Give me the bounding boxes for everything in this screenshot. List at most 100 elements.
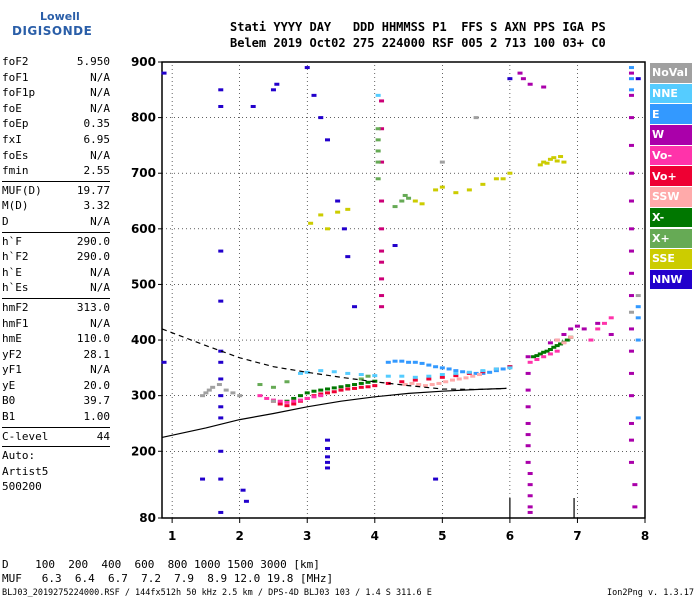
param-label: foEs (2, 148, 29, 162)
echo-point (325, 387, 331, 391)
echo-point (375, 127, 381, 131)
footer-info: BLJ03_2019275224000.RSF / 144fx512h 50 k… (2, 588, 432, 598)
x-tick-label: 2 (236, 529, 244, 543)
echo-point (628, 66, 634, 70)
x-tick-label: 5 (438, 529, 446, 543)
echo-point (379, 199, 385, 203)
legend-item: X- (650, 207, 692, 228)
echo-point (449, 378, 455, 382)
echo-point (375, 160, 381, 164)
echo-point (399, 199, 405, 203)
echo-point (527, 483, 533, 487)
param-value: 28.1 (83, 347, 111, 361)
echo-point (325, 227, 331, 231)
echo-point (628, 421, 634, 425)
param-label: h`F2 (2, 250, 29, 264)
echo-point (379, 305, 385, 309)
echo-point (507, 366, 513, 370)
echo-point (554, 159, 560, 163)
param-value: N/A (90, 363, 110, 377)
echo-point (218, 449, 224, 453)
echo-point (525, 371, 531, 375)
x-tick-label: 6 (506, 529, 514, 543)
echo-point (439, 185, 445, 189)
param-value: 44 (96, 429, 110, 443)
echo-point (608, 316, 614, 320)
echo-point (325, 466, 331, 470)
echo-point (628, 327, 634, 331)
param-row: Auto: (2, 449, 110, 465)
echo-point (520, 77, 526, 81)
echo-point (547, 341, 553, 345)
legend-item: E (650, 104, 692, 124)
echo-point (161, 360, 167, 364)
echo-point (635, 416, 641, 420)
echo-point (537, 352, 543, 356)
echo-point (628, 77, 634, 81)
version-label: Ion2Png v. 1.3.17 (607, 588, 694, 598)
echo-point (304, 370, 310, 374)
echo-point (358, 373, 364, 377)
echo-point (379, 260, 385, 264)
echo-point (443, 380, 449, 384)
echo-point (318, 388, 324, 392)
echo-point (311, 93, 317, 97)
param-row: foEp 0.35 (2, 117, 110, 133)
param-value: 6.95 (83, 132, 111, 146)
echo-point (541, 85, 547, 89)
echo-point (406, 360, 412, 364)
echo-point (297, 394, 303, 398)
echo-point (487, 370, 493, 374)
echo-point (525, 433, 531, 437)
y-tick-label: 200 (131, 444, 156, 458)
echo-point (218, 360, 224, 364)
echo-point (433, 365, 439, 369)
echo-point (216, 383, 222, 387)
echo-point (352, 383, 358, 387)
echo-point (544, 161, 550, 165)
echo-point (507, 77, 513, 81)
param-separator (2, 231, 110, 233)
echo-point (250, 104, 256, 108)
echo-point (628, 71, 634, 75)
echo-point (439, 373, 445, 377)
echo-point (210, 385, 216, 389)
legend-item: NNW (650, 269, 692, 290)
param-label: hmF2 (2, 300, 29, 314)
echo-point (507, 171, 513, 175)
echo-point (270, 399, 276, 403)
echo-point (527, 360, 533, 364)
echo-point (493, 369, 499, 373)
echo-point (331, 370, 337, 374)
y-tick-label: 600 (131, 222, 156, 236)
y-tick-label: 500 (131, 277, 156, 291)
echo-point (392, 205, 398, 209)
echo-point (581, 327, 587, 331)
echo-point (365, 380, 371, 384)
param-separator (2, 426, 110, 428)
echo-point (412, 375, 418, 379)
echo-point (460, 370, 466, 374)
param-label: foF1 (2, 70, 29, 84)
echo-point (270, 88, 276, 92)
param-label: MUF(D) (2, 183, 42, 197)
echo-point (297, 398, 303, 402)
echo-point (200, 477, 206, 481)
param-row: hmF1 N/A (2, 317, 110, 333)
echo-point (558, 155, 564, 159)
echo-point (412, 199, 418, 203)
echo-point (480, 182, 486, 186)
echo-point (375, 149, 381, 153)
echo-point (537, 163, 543, 167)
echo-point (433, 188, 439, 192)
echo-point (318, 213, 324, 217)
echo-point (628, 116, 634, 120)
echo-point (453, 191, 459, 195)
echo-point (635, 294, 641, 298)
echo-point (551, 345, 557, 349)
param-row: yE 20.0 (2, 379, 110, 395)
param-value: N/A (90, 86, 110, 100)
param-value: N/A (90, 101, 110, 115)
param-value: 1.00 (83, 410, 111, 424)
echo-point (218, 299, 224, 303)
